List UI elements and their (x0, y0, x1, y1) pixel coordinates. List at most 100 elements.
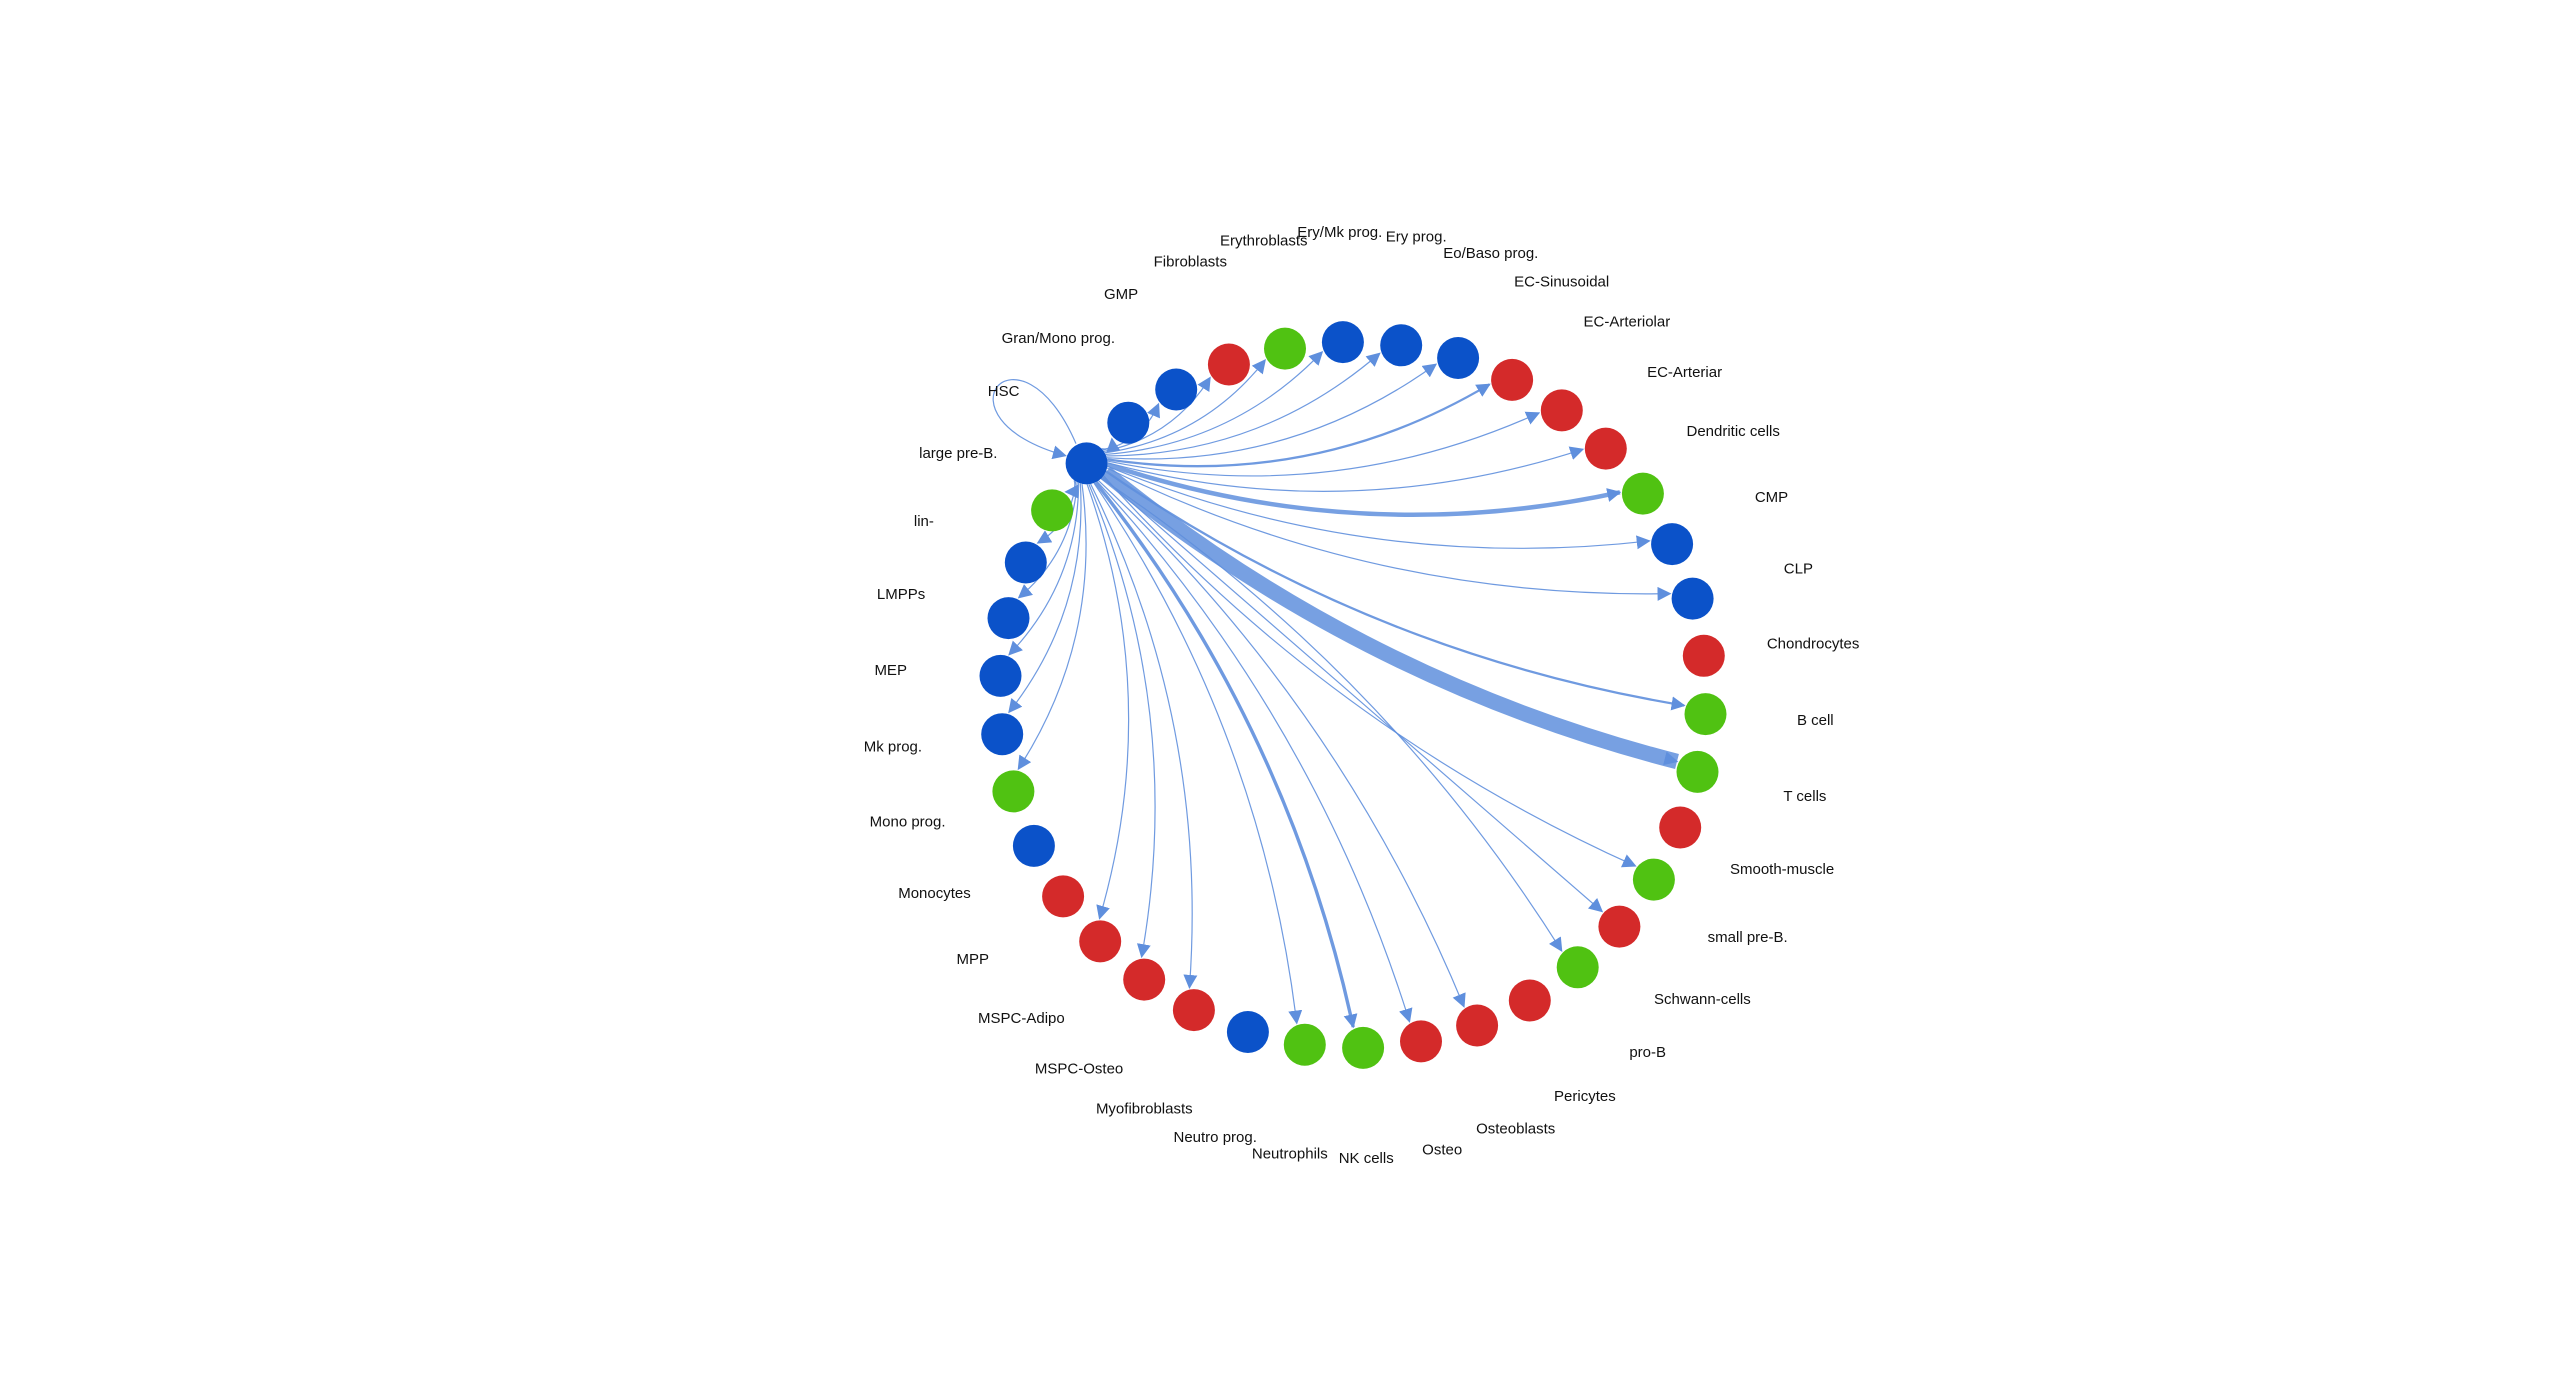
node-label-cmp: CMP (1755, 489, 1788, 506)
edge-hsc-to-ery-prog (1106, 352, 1381, 457)
edge-hsc-to-small-pre-b (1103, 475, 1637, 868)
node-gran-mono-prog (1107, 401, 1150, 444)
node-label-mk-prog: Mk prog. (864, 738, 922, 755)
edge-hsc-to-cmp (1107, 465, 1651, 550)
node-label-smooth-muscle: Smooth-muscle (1730, 861, 1834, 878)
node-label-osteo: Osteo (1422, 1141, 1462, 1158)
node-mk-prog (981, 713, 1024, 756)
edge-hsc-to-fibroblasts (1103, 376, 1211, 453)
node-large-pre-b (1031, 489, 1074, 532)
node-label-neutro-prog: Neutro prog. (1174, 1129, 1257, 1146)
node-label-nk-cells: NK cells (1339, 1150, 1394, 1167)
edge-hsc-to-mep (1008, 482, 1080, 656)
node-hsc (1065, 442, 1108, 485)
edge-hsc-to-mk-prog (1008, 483, 1082, 714)
edge-hsc-to-neutrophils (1093, 482, 1303, 1025)
edge-hsc-to-gran-mono-prog (1101, 437, 1121, 453)
node-label-mep: MEP (874, 662, 907, 679)
node-label-myofibroblasts: Myofibroblasts (1096, 1100, 1193, 1117)
node-label-neutrophils: Neutrophils (1252, 1146, 1328, 1163)
node-nk-cells (1342, 1026, 1385, 1069)
node-schwann-cells (1598, 905, 1641, 948)
node-lin (1004, 541, 1047, 584)
node-ec-arteriolar (1540, 389, 1583, 432)
node-label-schwann-cells: Schwann-cells (1654, 991, 1751, 1008)
node-osteoblasts (1456, 1004, 1499, 1047)
edge-hsc-to-dendritic-cells (1106, 462, 1622, 518)
edge-hsc-to-hsc (992, 379, 1077, 460)
node-mspc-adipo (1079, 920, 1122, 963)
edge-hsc-to-mspc-osteo (1088, 484, 1156, 959)
node-label-gran-mono-prog: Gran/Mono prog. (1002, 330, 1115, 347)
node-label-t-cells: T cells (1783, 788, 1826, 805)
node-label-ec-sinusoidal: EC-Sinusoidal (1514, 274, 1609, 291)
node-label-chondrocytes: Chondrocytes (1767, 636, 1860, 653)
edge-hsc-to-osteoblasts (1098, 480, 1466, 1008)
node-small-pre-b (1632, 858, 1675, 901)
node-label-fibroblasts: Fibroblasts (1154, 254, 1227, 271)
node-dendritic-cells (1621, 472, 1664, 515)
node-label-pro-b: pro-B (1629, 1044, 1666, 1061)
node-label-gmp: GMP (1104, 286, 1138, 303)
node-label-osteoblasts: Osteoblasts (1476, 1121, 1555, 1138)
node-label-small-pre-b: small pre-B. (1708, 929, 1788, 946)
node-label-monocytes: Monocytes (898, 885, 971, 902)
labels-layer: HSC Gran/Mono prog. GMP Fibroblasts Erythrob… (864, 224, 1860, 1167)
edge-hsc-to-mspc-adipo (1086, 484, 1130, 920)
node-label-ec-arteriolar: EC-Arteriolar (1584, 314, 1671, 331)
node-neutro-prog (1226, 1011, 1269, 1053)
nodes-layer (979, 321, 1727, 1069)
edge-hsc-to-erythroblasts (1104, 359, 1266, 454)
node-eo-baso-prog (1437, 337, 1480, 379)
node-myofibroblasts (1172, 989, 1215, 1032)
node-erythroblasts (1264, 327, 1306, 370)
node-label-pericytes: Pericytes (1554, 1088, 1616, 1105)
edge-hsc-to-myofibroblasts (1090, 483, 1198, 989)
node-t-cells (1676, 750, 1719, 793)
node-chondrocytes (1682, 634, 1725, 677)
node-ery-mk-prog (1321, 321, 1364, 364)
edge-hsc-to-mono-prog (1017, 483, 1087, 771)
node-osteo (1400, 1020, 1442, 1063)
node-label-erythroblasts: Erythroblasts (1220, 233, 1308, 250)
node-label-clp: CLP (1784, 561, 1813, 578)
node-label-dendritic-cells: Dendritic cells (1687, 423, 1780, 440)
node-label-mono-prog: Mono prog. (870, 813, 946, 830)
node-label-b-cell: B cell (1797, 712, 1834, 729)
node-ec-arteriar (1584, 427, 1627, 470)
node-pericytes (1508, 979, 1551, 1022)
edge-hsc-to-schwann-cells (1102, 476, 1604, 913)
node-label-mpp: MPP (957, 951, 990, 968)
edge-hsc-to-large-pre-b (1064, 480, 1079, 499)
node-label-ery-prog: Ery prog. (1386, 228, 1447, 245)
edge-hsc-to-pro-b (1100, 477, 1563, 952)
node-gmp (1155, 368, 1198, 411)
edge-hsc-to-clp (1106, 467, 1672, 601)
node-ec-sinusoidal (1491, 358, 1534, 401)
edges-layer (992, 350, 1686, 1029)
node-b-cell (1684, 693, 1727, 736)
node-monocytes (1012, 824, 1055, 867)
node-mep (979, 654, 1022, 697)
node-label-mspc-adipo: MSPC-Adipo (978, 1010, 1065, 1027)
node-cmp (1651, 523, 1694, 566)
node-mpp (1042, 875, 1085, 918)
edge-hsc-to-eo-baso-prog (1106, 363, 1438, 460)
node-mspc-osteo (1123, 958, 1166, 1001)
node-clp (1671, 577, 1714, 620)
edge-hsc-to-ec-arteriar (1107, 446, 1585, 492)
node-fibroblasts (1207, 343, 1250, 386)
edge-hsc-to-b-cell (1105, 470, 1686, 711)
node-label-mspc-osteo: MSPC-Osteo (1035, 1060, 1123, 1077)
edge-hsc-to-ec-arteriolar (1107, 411, 1541, 477)
node-label-large-pre-b: large pre-B. (919, 445, 997, 462)
node-label-ec-arteriar: EC-Arteriar (1647, 364, 1722, 381)
edge-hsc-to-ery-mk-prog (1105, 350, 1324, 456)
node-ery-prog (1380, 324, 1423, 367)
edge-hsc-to-ec-sinusoidal (1107, 383, 1491, 468)
node-smooth-muscle (1659, 806, 1702, 849)
node-neutrophils (1283, 1023, 1326, 1066)
node-label-lin: lin- (914, 513, 934, 530)
